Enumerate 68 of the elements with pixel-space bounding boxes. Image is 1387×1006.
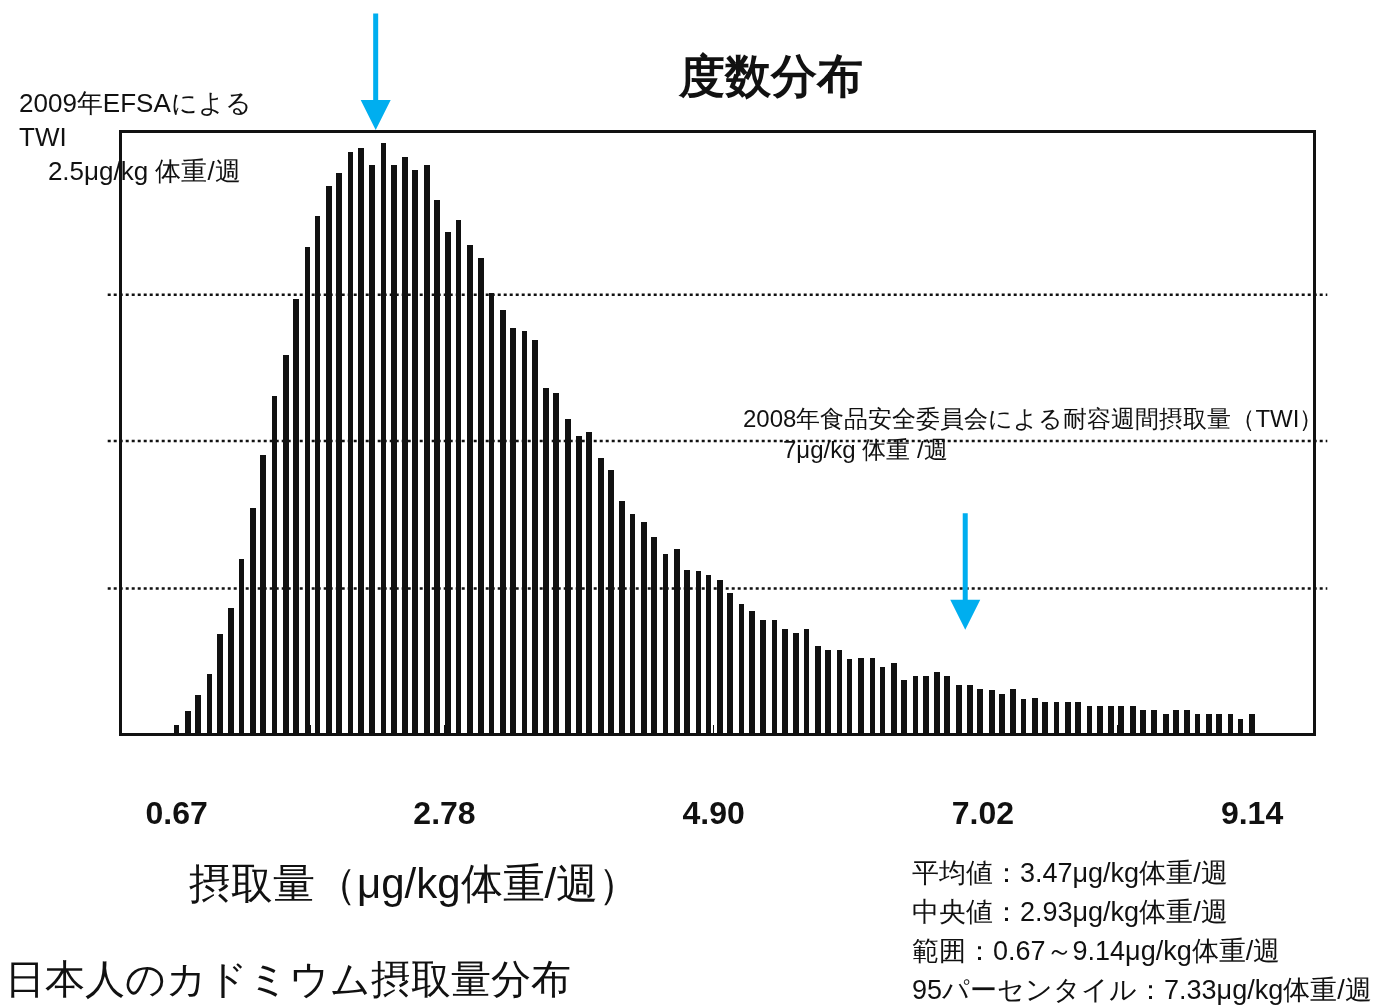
text: 中央値：2.93μg/kg体重/週: [912, 897, 1228, 927]
bar: [1054, 702, 1059, 733]
bar: [1010, 689, 1016, 733]
bar: [1021, 699, 1026, 733]
bar: [1097, 706, 1103, 733]
bar: [739, 604, 744, 733]
bar: [923, 676, 929, 733]
bar: [195, 695, 201, 733]
bar: [1195, 714, 1200, 733]
x-tick-label: 9.14: [1220, 795, 1284, 832]
annotation: 2008年食品安全委員会による耐容週間摂取量（TWI） 7μg/kg 体重 /週: [743, 405, 1324, 464]
bar: [1151, 710, 1157, 733]
bar: [1065, 702, 1071, 733]
bar: [772, 620, 777, 733]
bar: [891, 663, 897, 733]
chart-title: 度数分布: [678, 49, 864, 102]
bar: [1042, 702, 1048, 733]
bar: [1130, 706, 1136, 733]
bar: [1173, 710, 1179, 733]
bar: [1184, 710, 1190, 733]
bar: [1206, 714, 1212, 733]
bar: [956, 685, 962, 733]
text: 範囲：0.67～9.14μg/kg体重/週: [912, 936, 1281, 966]
bar: [880, 667, 885, 733]
bar: [1075, 702, 1081, 733]
text: 95パーセンタイル：7.33μg/kg体重/週: [912, 975, 1372, 1005]
x-axis-title: 摂取量（μg/kg体重/週）: [189, 860, 641, 907]
bar: [1118, 706, 1124, 733]
text: 日本人のカドミウム摂取量分布: [5, 957, 571, 1001]
bar: [815, 646, 821, 733]
bar: [305, 247, 310, 733]
bar: [239, 559, 244, 733]
bar: [727, 593, 733, 733]
bar: [847, 659, 852, 733]
bar: [989, 690, 995, 733]
text: 平均値：3.47μg/kg体重/週: [912, 858, 1228, 888]
x-tick-label: 2.78: [413, 795, 476, 832]
bar: [1108, 706, 1114, 733]
bar: [1238, 719, 1243, 733]
bar: [999, 694, 1005, 733]
bar: [901, 680, 907, 733]
bar: [870, 658, 875, 733]
bar: [749, 611, 755, 733]
bar: [1216, 714, 1222, 733]
bar: [913, 676, 918, 733]
x-tick-label: 4.90: [682, 795, 745, 832]
bar: [858, 658, 864, 733]
bar: [782, 629, 788, 733]
bar: [1087, 706, 1092, 733]
bar: [825, 650, 831, 733]
bar: [217, 634, 223, 733]
bar: [185, 711, 191, 733]
bar: [977, 689, 983, 733]
bar: [1163, 714, 1169, 733]
bar: [760, 620, 766, 733]
bar: [228, 608, 234, 733]
bar: [967, 685, 973, 733]
x-tick-label: 7.02: [951, 795, 1015, 832]
bar: [804, 629, 809, 733]
bar: [1140, 710, 1146, 733]
bar: [793, 633, 799, 733]
bar: [1032, 698, 1038, 733]
bar: [1228, 714, 1233, 733]
bar: [934, 672, 940, 733]
bar: [837, 650, 842, 733]
bar: [207, 674, 212, 733]
bar: [944, 676, 950, 733]
x-tick-label: 0.67: [145, 795, 208, 832]
